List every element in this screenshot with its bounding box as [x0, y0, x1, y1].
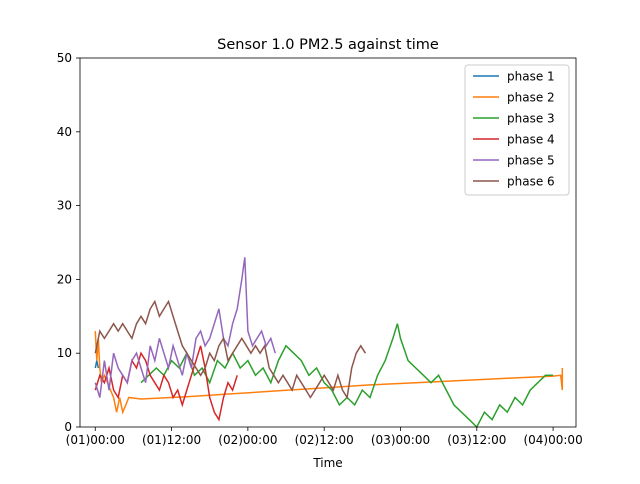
- y-axis: 0 10 20 30 40 50: [57, 51, 80, 434]
- x-tick-label-4: (03)00:00: [371, 433, 430, 447]
- y-tick-label-5: 50: [57, 51, 72, 65]
- y-tick-label-3: 30: [57, 199, 72, 213]
- plot-frame: [79, 57, 577, 428]
- legend-label-4: phase 4: [507, 133, 555, 147]
- legend-label-3: phase 3: [507, 112, 555, 126]
- x-tick-label-6: (04)00:00: [523, 433, 582, 447]
- series-line-4: [94, 345, 238, 422]
- legend-label-6: phase 6: [507, 175, 555, 189]
- x-axis: (01)00:00 (01)12:00 (02)00:00 (02)12:00 (03)…: [66, 427, 583, 447]
- x-tick-label-1: (01)12:00: [142, 433, 201, 447]
- x-tick-label-3: (02)12:00: [295, 433, 354, 447]
- series-layer: [94, 257, 564, 429]
- y-tick-label-1: 10: [57, 346, 72, 360]
- x-tick-label-2: (02)00:00: [218, 433, 277, 447]
- chart-title: Sensor 1.0 PM2.5 against time: [217, 37, 439, 53]
- series-line-3: [140, 323, 554, 429]
- legend-label-2: phase 2: [507, 91, 555, 105]
- y-tick-label-2: 20: [57, 272, 72, 286]
- legend: phase 1 phase 2 phase 3 phase 4 phase 5 phase…: [464, 64, 570, 196]
- x-tick-label-0: (01)00:00: [66, 433, 125, 447]
- y-tick-label-0: 0: [64, 420, 72, 434]
- series-line-6: [94, 299, 367, 400]
- legend-label-1: phase 1: [507, 70, 555, 84]
- y-tick-label-4: 40: [57, 125, 72, 139]
- x-tick-label-5: (03)12:00: [447, 433, 506, 447]
- legend-label-5: phase 5: [507, 154, 555, 168]
- x-axis-label: Time: [312, 456, 342, 470]
